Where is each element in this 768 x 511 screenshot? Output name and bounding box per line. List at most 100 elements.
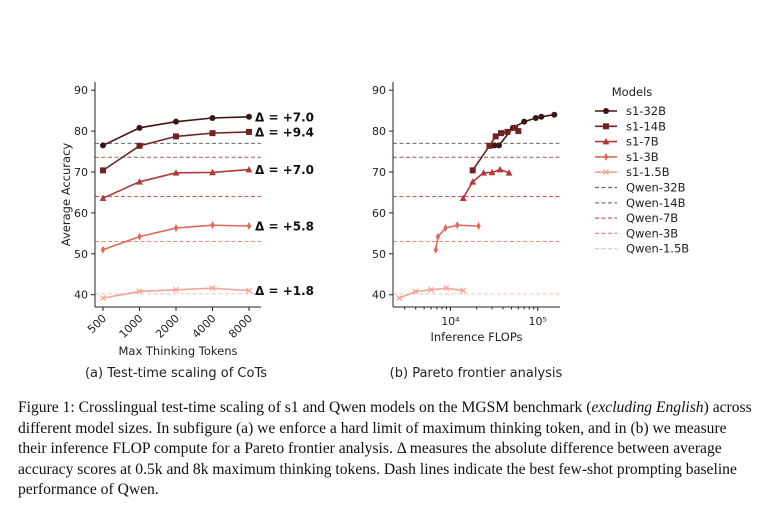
y-tick-label: 50 xyxy=(74,248,88,261)
data-point-s1-7b xyxy=(488,168,496,176)
data-point-s1-3b xyxy=(173,224,179,233)
data-point-s1-32b xyxy=(495,142,502,149)
data-point-s1-7b xyxy=(459,194,467,201)
series-s1-1-5b xyxy=(99,285,253,302)
legend-label: s1-14B xyxy=(626,119,666,133)
data-point-s1-7b xyxy=(480,169,488,176)
delta-label-s1-32b: Δ = +7.0 xyxy=(255,110,314,124)
caption-figure-number: Figure 1: xyxy=(18,399,75,416)
data-point-s1-7b xyxy=(99,194,107,201)
data-point-s1-14b xyxy=(498,130,505,137)
legend-label: Qwen-1.5B xyxy=(626,242,689,256)
legend-label: Qwen-32B xyxy=(626,181,686,195)
data-point-s1-14b xyxy=(512,124,519,131)
data-point-s1-7b xyxy=(245,165,253,173)
data-point-s1-3b xyxy=(246,222,252,230)
data-point-s1-3b xyxy=(455,221,460,230)
data-point-s1-7b xyxy=(469,178,477,185)
data-point-s1-14b xyxy=(486,142,493,149)
data-point-s1-14b xyxy=(136,142,143,149)
data-point-s1-32b xyxy=(521,118,528,125)
x-axis-label: Max Thinking Tokens xyxy=(118,344,237,358)
data-point-s1-3b xyxy=(100,245,106,254)
data-point-s1-32b xyxy=(538,113,545,120)
data-point-s1-7b xyxy=(505,169,513,176)
x-tick-label: 4000 xyxy=(190,312,219,341)
x-tick-label: 1000 xyxy=(117,312,146,341)
legend-entry-qwen-14b: Qwen-14B xyxy=(595,196,686,210)
data-point-s1-32b xyxy=(491,142,498,149)
data-point-s1-3b xyxy=(435,232,441,241)
y-tick-label: 80 xyxy=(372,125,386,138)
data-point-s1-1-5b xyxy=(396,294,403,302)
data-point-s1-1-5b xyxy=(99,294,107,302)
legend-marker xyxy=(602,138,610,145)
data-point-s1-14b xyxy=(469,167,476,174)
legend-entry-qwen-32b: Qwen-32B xyxy=(595,181,686,195)
caption-text-1: Crosslingual test-time scaling of s1 and… xyxy=(74,399,592,416)
legend-entry-s1-32b: s1-32B xyxy=(595,104,666,118)
data-point-s1-14b xyxy=(246,128,252,135)
y-tick-label: 60 xyxy=(372,207,386,220)
legend-label: s1-32B xyxy=(626,104,666,118)
legend-entry-s1-1-5b: s1-1.5B xyxy=(595,165,670,179)
legend-label: s1-1.5B xyxy=(626,165,670,179)
y-tick-label: 40 xyxy=(74,289,88,302)
y-tick-label: 50 xyxy=(372,248,386,261)
data-point-s1-14b xyxy=(100,167,106,174)
y-tick-label: 60 xyxy=(74,207,88,220)
data-point-s1-32b xyxy=(136,124,143,131)
y-tick-label: 40 xyxy=(372,289,386,302)
data-point-s1-14b xyxy=(209,130,216,137)
panel-a-label: (a) Test-time scaling of CoTs xyxy=(85,366,267,381)
series-s1-7b xyxy=(99,165,253,201)
delta-label-s1-3b: Δ = +5.8 xyxy=(255,220,314,234)
y-axis-label: Average Accuracy xyxy=(59,143,73,247)
y-tick-label: 90 xyxy=(74,84,88,97)
data-point-s1-32b xyxy=(532,115,539,121)
series-s1-14b xyxy=(469,124,522,174)
y-tick-label: 90 xyxy=(372,84,386,97)
legend-entry-s1-14b: s1-14B xyxy=(595,119,666,133)
data-point-s1-1-5b xyxy=(172,286,180,293)
delta-label-s1-14b: Δ = +9.4 xyxy=(255,125,314,139)
data-point-s1-32b xyxy=(209,115,216,121)
data-point-s1-1-5b xyxy=(412,288,419,295)
data-point-s1-14b xyxy=(492,133,499,140)
data-point-s1-14b xyxy=(173,133,179,140)
data-point-s1-1-5b xyxy=(209,285,216,292)
legend-marker xyxy=(603,123,609,130)
caption-emphasis: excluding English xyxy=(591,399,704,416)
data-point-s1-1-5b xyxy=(136,288,143,295)
y-tick-label: 70 xyxy=(74,166,88,179)
legend-marker xyxy=(602,169,610,176)
legend-label: Qwen-14B xyxy=(626,196,686,210)
data-point-s1-1-5b xyxy=(427,286,435,293)
delta-label-s1-1-5b: Δ = +1.8 xyxy=(255,284,314,298)
data-point-s1-3b xyxy=(433,245,438,254)
legend-entry-s1-7b: s1-7B xyxy=(595,135,659,149)
data-point-s1-3b xyxy=(137,232,142,241)
legend-label: s1-3B xyxy=(626,150,659,164)
legend-entry-s1-3b: s1-3B xyxy=(595,150,659,164)
x-tick-label: 8000 xyxy=(226,312,255,341)
data-point-s1-7b xyxy=(136,178,143,185)
data-point-s1-32b xyxy=(246,113,252,120)
series-s1-3b xyxy=(433,221,481,254)
legend-label: Qwen-3B xyxy=(626,226,678,240)
y-tick-label: 80 xyxy=(74,125,88,138)
delta-label-s1-7b: Δ = +7.0 xyxy=(255,163,314,177)
legend-title: Models xyxy=(612,85,653,99)
legend-entry-qwen-3b: Qwen-3B xyxy=(595,226,678,240)
data-point-s1-7b xyxy=(496,165,504,173)
series-s1-32b xyxy=(491,111,558,149)
series-s1-32b xyxy=(100,113,252,149)
data-point-s1-1-5b xyxy=(245,287,253,294)
data-point-s1-32b xyxy=(100,142,106,149)
legend-entry-qwen-7b: Qwen-7B xyxy=(595,211,678,225)
data-point-s1-7b xyxy=(172,169,180,176)
legend-marker xyxy=(603,108,609,114)
series-s1-1-5b xyxy=(396,285,467,302)
